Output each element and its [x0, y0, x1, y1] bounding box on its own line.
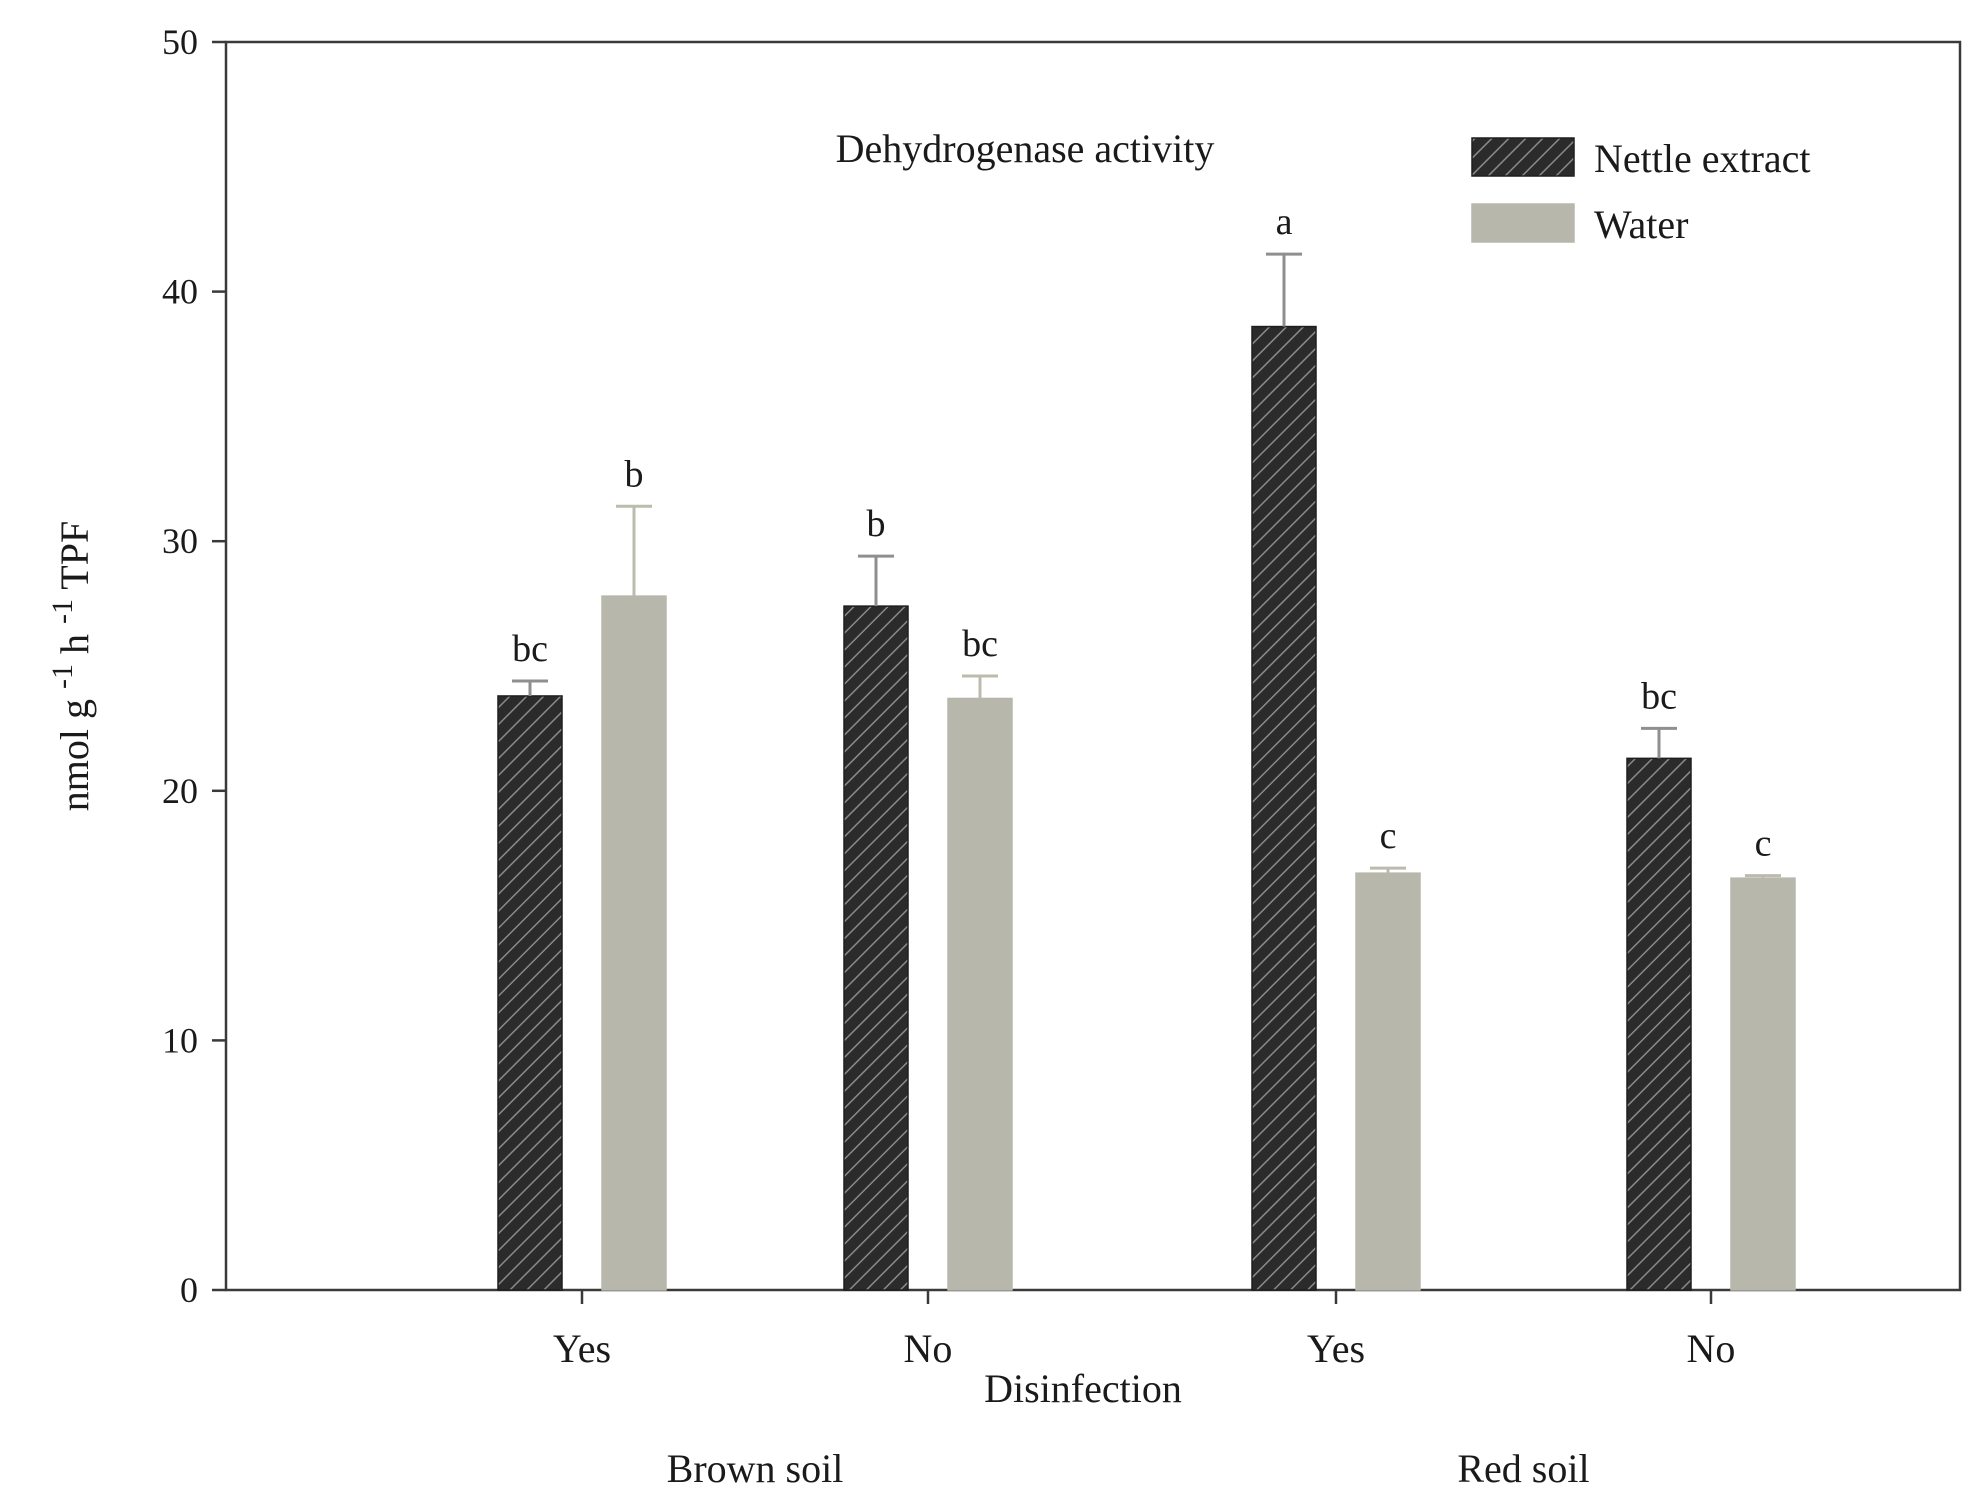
y-tick-label-50: 50	[162, 22, 198, 62]
chart-title: Dehydrogenase activity	[836, 126, 1215, 171]
bar-water-0	[601, 595, 667, 1291]
significance-label: bc	[1641, 675, 1677, 717]
x-tick-label: No	[904, 1326, 953, 1371]
y-axis-label-part: TPF	[52, 521, 97, 599]
legend-label: Nettle extract	[1594, 136, 1811, 181]
bar-water-3	[1730, 877, 1796, 1291]
y-axis-label-superscript: -1	[46, 664, 79, 689]
error-bars	[512, 252, 1781, 879]
x-tick-label: Yes	[1307, 1326, 1365, 1371]
bar-nettle-extract-2	[1251, 325, 1317, 1291]
group-labels: Brown soil Red soil	[667, 1446, 1590, 1491]
y-tick-label-0: 0	[180, 1270, 198, 1310]
plot-frame	[224, 40, 1962, 1292]
legend-label: Water	[1594, 202, 1689, 247]
y-tick-label-40: 40	[162, 272, 198, 312]
significance-labels: bc b a bc b bc c c	[512, 201, 1771, 865]
x-axis-label: Disinfection	[984, 1366, 1182, 1411]
significance-label: c	[1380, 815, 1397, 857]
y-axis: 0 10 20 30 40 50	[162, 22, 226, 1310]
legend-swatch-water	[1471, 203, 1575, 243]
group-label: Brown soil	[667, 1446, 844, 1491]
y-axis-label: nmol g -1 h -1 TPF	[46, 521, 98, 811]
y-tick-label-10: 10	[162, 1020, 198, 1060]
bar-nettle-extract-3	[1626, 757, 1692, 1291]
bar-water-1	[947, 697, 1013, 1291]
x-tick-label: No	[1687, 1326, 1736, 1371]
y-axis-label-part: h	[52, 624, 97, 664]
significance-label: bc	[512, 628, 548, 670]
x-tick-label: Yes	[553, 1326, 611, 1371]
legend: Nettle extract Water	[1471, 136, 1811, 247]
bars	[497, 325, 1796, 1291]
x-axis: Yes No Yes No	[553, 1290, 1736, 1371]
y-axis-label-superscript: -1	[46, 599, 79, 624]
bar-water-2	[1355, 872, 1421, 1291]
bar-nettle-extract-0	[497, 695, 563, 1291]
significance-label: b	[867, 503, 886, 545]
significance-label: bc	[962, 623, 998, 665]
y-tick-label-30: 30	[162, 521, 198, 561]
group-label: Red soil	[1457, 1446, 1589, 1491]
significance-label: b	[625, 453, 644, 495]
bar-nettle-extract-1	[843, 605, 909, 1291]
y-tick-label-20: 20	[162, 771, 198, 811]
significance-label: c	[1755, 823, 1772, 865]
y-axis-label-part: nmol g	[52, 689, 97, 811]
significance-label: a	[1276, 201, 1293, 243]
legend-swatch-nettle-extract	[1471, 137, 1575, 177]
